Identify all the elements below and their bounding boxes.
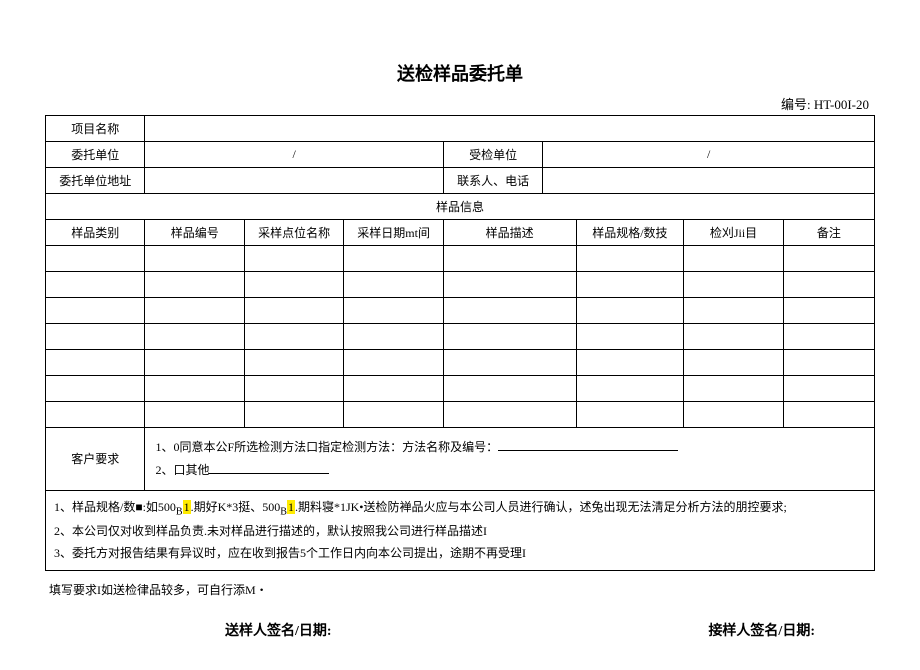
inspect-unit-value[interactable]: / [543,142,875,168]
h5: 样品描述 [443,220,576,246]
grid-header-row: 样品类别 样品编号 采样点位名称 采样日期mt间 样品描述 样品规格/数技 检刈… [46,220,875,246]
data-row[interactable] [46,350,875,376]
data-row[interactable] [46,324,875,350]
note2: 2、本公司仅对收到样品负责.未对样品进行描述的，默认按照我公司进行样品描述I [54,524,487,538]
address-row: 委托单位地址 联系人、电话 [46,168,875,194]
notes-row: 1、样品规格/数■:如500B1.期好K*3挺、500B1.期料寝*1JK•送检… [46,490,875,571]
data-row[interactable] [46,246,875,272]
other-underline[interactable] [209,473,329,474]
data-row[interactable] [46,376,875,402]
main-form-table: 项目名称 委托单位 / 受检单位 / 委托单位地址 联系人、电话 样品信息 [45,115,875,220]
method-name-underline[interactable] [498,450,678,451]
contact-label: 联系人、电话 [443,168,542,194]
h8: 备注 [783,220,874,246]
project-name-row: 项目名称 [46,116,875,142]
customer-req-row: 客户要求 1、0同意本公F所选检测方法口指定检测方法：方法名称及编号： 2、口其… [46,428,875,491]
h2: 样品编号 [145,220,244,246]
entrust-addr-label: 委托单位地址 [46,168,145,194]
h1: 样品类别 [46,220,145,246]
entrust-addr-value[interactable] [145,168,443,194]
sample-info-header-row: 样品信息 [46,194,875,220]
customer-req-content[interactable]: 1、0同意本公F所选检测方法口指定检测方法：方法名称及编号： 2、口其他 [145,428,875,491]
note1: 1、样品规格/数■:如500B1.期好K*3挺、500B1.期料寝*1JK•送检… [54,500,787,514]
h4: 采样日期mt间 [344,220,443,246]
note3: 3、委托方对报告结果有异议时，应在收到报告5个工作日内向本公司提出，途期不再受理… [54,546,526,560]
notes-cell: 1、样品规格/数■:如500B1.期好K*3挺、500B1.期料寝*1JK•送检… [46,490,875,571]
inspect-unit-label: 受检单位 [443,142,542,168]
document-number: 编号: HT-00I-20 [45,94,875,113]
sender-signature-label: 送样人签名/日期: [225,620,332,640]
h3: 采样点位名称 [244,220,343,246]
sample-info-header: 样品信息 [46,194,875,220]
data-row[interactable] [46,298,875,324]
data-row[interactable] [46,272,875,298]
creq-line2: 2、口其他 [155,463,209,477]
receiver-signature-label: 接样人签名/日期: [708,620,815,640]
h6: 样品规格/数技 [576,220,684,246]
signatures-row: 送样人签名/日期: 接样人签名/日期: [45,620,875,640]
project-name-value[interactable] [145,116,875,142]
h7: 检刈Jii目 [684,220,783,246]
entrust-unit-value[interactable]: / [145,142,443,168]
below-note: 填写要求I如送检律品较多，可自行添M・ [45,581,875,598]
project-name-label: 项目名称 [46,116,145,142]
units-row: 委托单位 / 受检单位 / [46,142,875,168]
entrust-unit-label: 委托单位 [46,142,145,168]
creq-line1: 1、0同意本公F所选检测方法口指定检测方法：方法名称及编号： [155,440,498,454]
contact-value[interactable] [543,168,875,194]
sample-grid-table: 样品类别 样品编号 采样点位名称 采样日期mt间 样品描述 样品规格/数技 检刈… [45,219,875,571]
page-title: 送检样品委托单 [45,60,875,86]
data-row[interactable] [46,402,875,428]
customer-req-label: 客户要求 [46,428,145,491]
